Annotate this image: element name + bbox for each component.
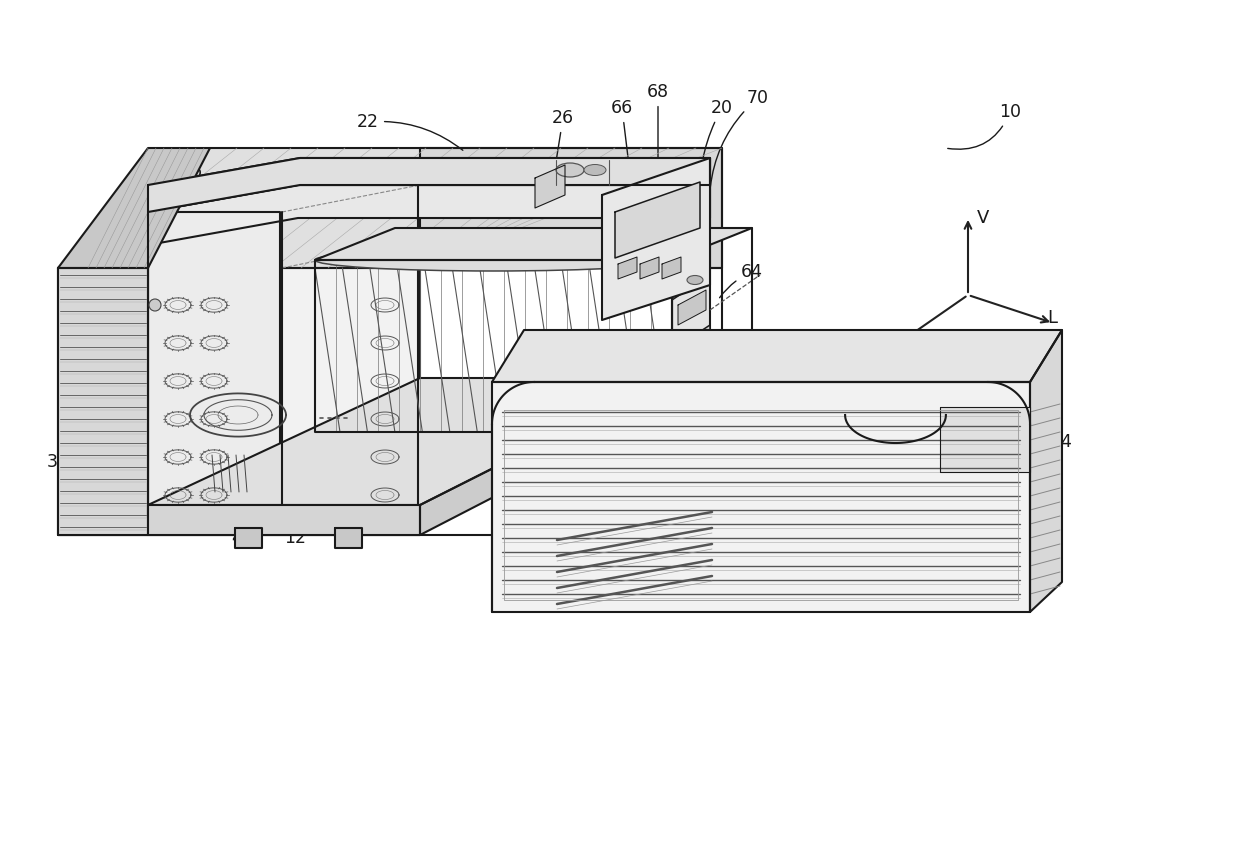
Polygon shape (420, 378, 672, 535)
Polygon shape (58, 148, 210, 268)
Polygon shape (662, 257, 681, 279)
Polygon shape (940, 407, 1030, 472)
Polygon shape (672, 158, 711, 480)
Polygon shape (534, 165, 565, 208)
Polygon shape (492, 330, 1061, 382)
Polygon shape (640, 257, 658, 279)
Polygon shape (618, 257, 637, 279)
Text: T: T (889, 343, 900, 361)
Text: 26: 26 (552, 109, 574, 165)
Polygon shape (492, 382, 1030, 612)
Polygon shape (148, 378, 672, 505)
Polygon shape (58, 268, 420, 535)
Polygon shape (315, 228, 751, 260)
Polygon shape (148, 212, 280, 518)
Circle shape (149, 299, 161, 311)
Polygon shape (148, 185, 711, 245)
Polygon shape (678, 290, 706, 325)
Polygon shape (615, 182, 701, 258)
Polygon shape (601, 158, 711, 320)
Text: 22: 22 (357, 113, 463, 150)
Text: 66: 66 (611, 99, 635, 213)
Polygon shape (58, 268, 148, 535)
Text: L: L (1047, 309, 1056, 327)
Text: 14: 14 (139, 509, 186, 531)
Polygon shape (1030, 330, 1061, 612)
Polygon shape (672, 325, 711, 390)
Polygon shape (420, 148, 722, 268)
Text: 30: 30 (47, 432, 69, 471)
Polygon shape (148, 158, 711, 212)
Ellipse shape (315, 249, 672, 271)
Ellipse shape (556, 163, 584, 177)
Text: 24: 24 (1030, 433, 1073, 451)
Ellipse shape (584, 165, 606, 175)
Polygon shape (236, 528, 262, 548)
Text: 70: 70 (711, 89, 769, 187)
Polygon shape (678, 365, 706, 400)
Text: 36: 36 (181, 163, 288, 191)
Text: 10: 10 (947, 103, 1021, 149)
Polygon shape (148, 505, 420, 535)
Text: 68: 68 (647, 83, 670, 202)
Ellipse shape (687, 275, 703, 285)
Text: 46: 46 (231, 516, 265, 547)
Text: 40: 40 (422, 437, 487, 501)
Text: 12: 12 (284, 510, 316, 547)
Text: V: V (977, 209, 990, 227)
Polygon shape (148, 158, 711, 212)
Polygon shape (335, 528, 362, 548)
Text: 20: 20 (699, 99, 733, 202)
Text: 64: 64 (719, 263, 763, 298)
Polygon shape (672, 235, 711, 300)
Polygon shape (58, 148, 722, 268)
